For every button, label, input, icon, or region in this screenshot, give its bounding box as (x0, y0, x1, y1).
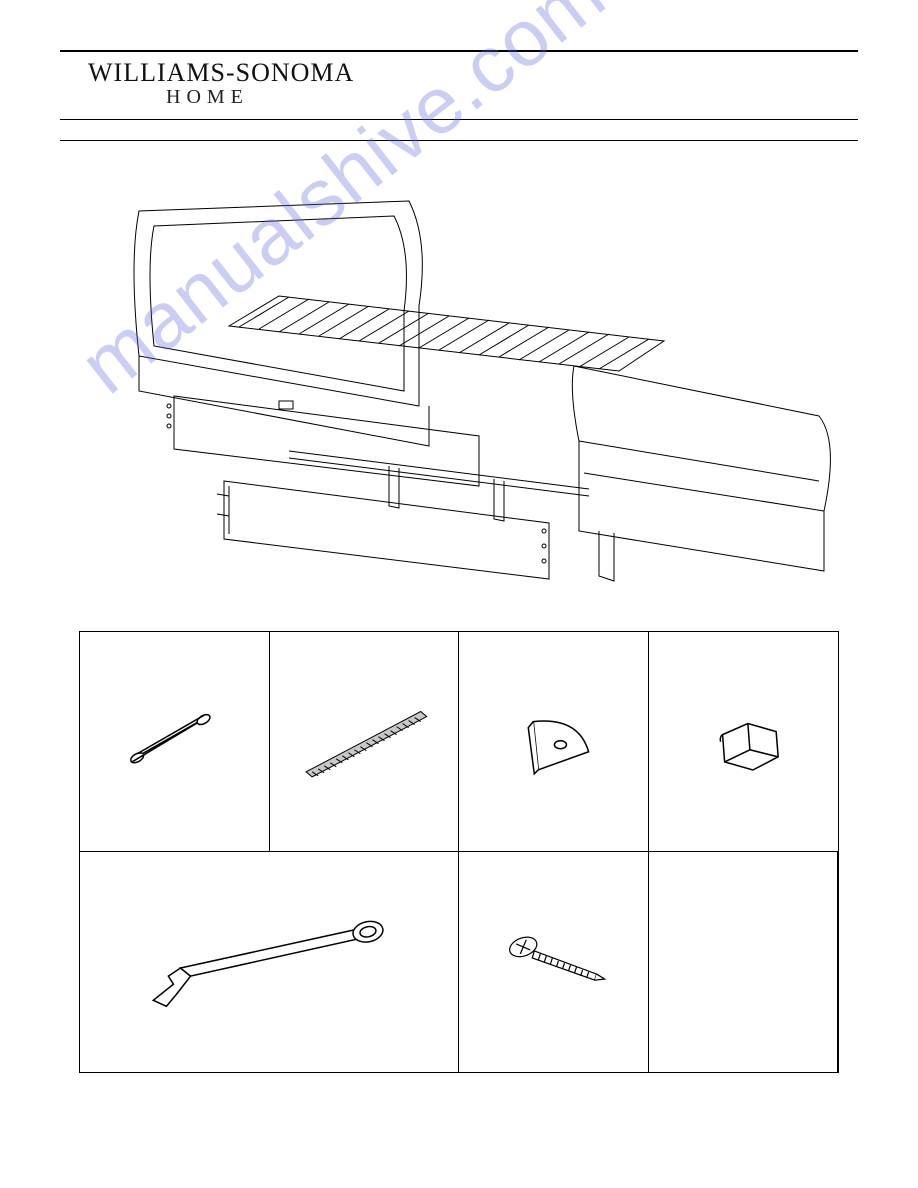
exploded-bed-diagram (79, 181, 839, 601)
header-lower-rule (60, 140, 858, 141)
hw-halfmoon-nut (459, 632, 649, 852)
hw-wrench (80, 852, 459, 1072)
hw-dowel (80, 632, 270, 852)
brand-sub: HOME (88, 86, 858, 109)
phillips-screw-icon (478, 896, 629, 1028)
header-mid-rule (60, 119, 858, 120)
cap-nut-icon (667, 676, 819, 807)
threaded-rod-icon (288, 676, 439, 807)
hw-screw (459, 852, 649, 1072)
dowel-icon (99, 676, 250, 807)
wrench-icon (118, 896, 420, 1028)
brand-block: WILLIAMS-SONOMA HOME (60, 56, 858, 115)
hw-empty (649, 852, 839, 1072)
half-moon-nut-icon (478, 676, 629, 807)
hw-cap-nut (649, 632, 839, 852)
header-top-rule (60, 50, 858, 52)
hardware-grid (79, 631, 839, 1073)
hw-threaded-rod (270, 632, 460, 852)
brand-main: WILLIAMS-SONOMA (88, 58, 858, 88)
